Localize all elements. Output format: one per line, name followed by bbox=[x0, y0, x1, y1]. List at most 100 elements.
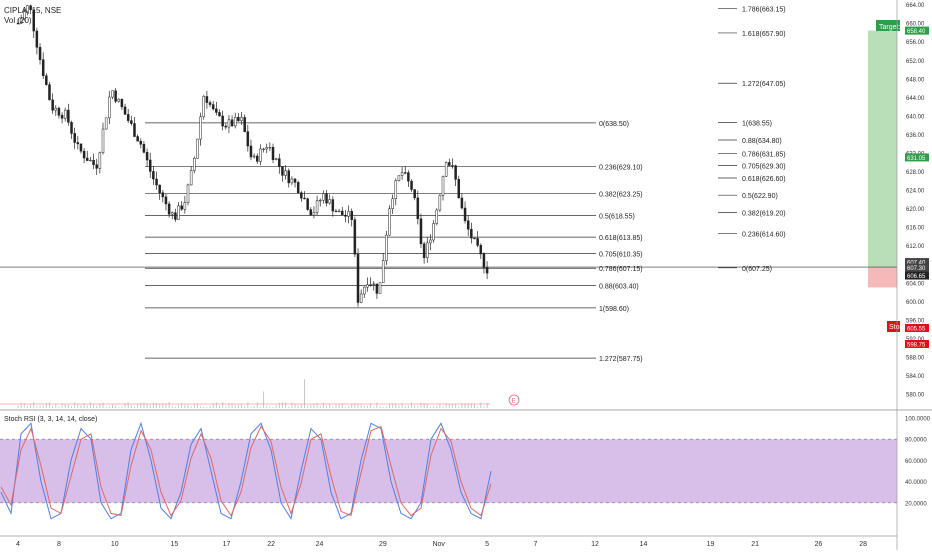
candle-body bbox=[164, 196, 168, 205]
candle-body bbox=[473, 237, 476, 240]
candle-body bbox=[457, 179, 461, 199]
stoch-rsi-title: Stoch RSI (3, 3, 14, 14, close) bbox=[4, 416, 97, 423]
candle-body bbox=[92, 159, 95, 166]
candle-body bbox=[281, 166, 284, 176]
candle-body bbox=[432, 223, 435, 241]
candle-body bbox=[460, 197, 464, 209]
candle-body bbox=[79, 143, 83, 152]
candle-body bbox=[152, 171, 155, 180]
price-tick-label: 636.00 bbox=[906, 133, 925, 139]
candle-body bbox=[315, 200, 319, 213]
time-tick-label: 21 bbox=[751, 541, 759, 548]
candle-body bbox=[142, 144, 146, 153]
candle-body bbox=[306, 198, 309, 210]
time-tick-label: 17 bbox=[223, 541, 231, 548]
price-tick-label: 628.00 bbox=[906, 170, 925, 176]
stoch-series-k bbox=[0, 421, 492, 521]
candle-body bbox=[73, 133, 76, 143]
candle-body bbox=[202, 96, 205, 118]
candle-body bbox=[410, 180, 413, 190]
candle-body bbox=[463, 207, 467, 222]
stoch-band bbox=[0, 439, 897, 503]
price-badge-label: 606.65 bbox=[907, 274, 926, 280]
target-zone bbox=[868, 30, 897, 268]
fib-extension-label: 0.236(614.60) bbox=[742, 232, 786, 239]
candle-body bbox=[196, 138, 199, 159]
price-tick-label: 652.00 bbox=[906, 59, 925, 65]
price-badge-bg bbox=[905, 263, 929, 272]
candle-body bbox=[331, 199, 335, 212]
time-tick-label: 5 bbox=[485, 541, 489, 548]
candle-body bbox=[32, 9, 35, 32]
candle-body bbox=[344, 214, 347, 217]
candle-body bbox=[145, 152, 149, 161]
candle-body bbox=[448, 162, 451, 166]
target-badge-bg bbox=[905, 26, 929, 35]
candle-body bbox=[193, 158, 196, 171]
candle-body bbox=[108, 96, 111, 119]
candle-body bbox=[48, 84, 51, 101]
candle-body bbox=[451, 165, 454, 167]
candle-body bbox=[274, 158, 278, 160]
stoch-tick-label: 80.0000 bbox=[905, 438, 927, 444]
candle-body bbox=[356, 253, 360, 303]
price-tick-label: 612.00 bbox=[906, 244, 925, 250]
candle-body bbox=[318, 199, 322, 202]
stop-badge-bg bbox=[905, 324, 929, 332]
candle-body bbox=[381, 260, 385, 283]
stoch-series-d bbox=[0, 425, 492, 517]
stop-zone bbox=[868, 267, 897, 288]
candle-body bbox=[41, 59, 45, 77]
candle-body bbox=[271, 147, 275, 160]
candle-body bbox=[171, 212, 174, 215]
candle-body bbox=[407, 172, 410, 182]
candle-body bbox=[416, 197, 420, 220]
fib-retracement-label: 1(598.60) bbox=[599, 306, 629, 313]
candle-body bbox=[366, 284, 369, 288]
candle-body bbox=[312, 212, 316, 216]
stoch-tick-label: 40.0000 bbox=[905, 480, 927, 486]
price-tick-label: 660.00 bbox=[906, 22, 925, 28]
candle-body bbox=[136, 136, 139, 142]
candle-body bbox=[167, 203, 171, 215]
fib-extension-label: 1.272(647.05) bbox=[742, 81, 786, 88]
candle-body bbox=[57, 107, 61, 116]
candle-body bbox=[252, 155, 256, 158]
candle-body bbox=[104, 117, 108, 130]
price-tick-label: 580.00 bbox=[906, 393, 925, 399]
candle-body bbox=[82, 150, 86, 159]
candle-body bbox=[114, 90, 117, 102]
candle-body bbox=[155, 178, 158, 186]
candle-body bbox=[26, 5, 29, 12]
time-tick-label: 12 bbox=[591, 541, 599, 548]
candle-body bbox=[470, 228, 473, 239]
candle-body bbox=[19, 18, 23, 24]
candle-body bbox=[296, 182, 300, 193]
fib-retracement-label: 0.236(629.10) bbox=[599, 164, 643, 171]
candle-body bbox=[221, 115, 224, 127]
candle-body bbox=[466, 220, 470, 230]
candle-body bbox=[70, 122, 73, 134]
candle-body bbox=[211, 104, 215, 110]
price-tick-label: 620.00 bbox=[906, 207, 925, 213]
candle-body bbox=[148, 159, 152, 172]
candle-body bbox=[177, 205, 180, 220]
fib-extension-label: 0.382(619.20) bbox=[742, 210, 786, 217]
candle-body bbox=[350, 211, 353, 220]
candle-body bbox=[369, 284, 372, 286]
candle-body bbox=[422, 243, 426, 258]
time-tick-label: 4 bbox=[16, 541, 20, 548]
price-tick-label: 596.00 bbox=[906, 318, 925, 324]
candle-body bbox=[183, 202, 187, 210]
candle-body bbox=[60, 115, 64, 119]
price-tick-label: 644.00 bbox=[906, 96, 925, 102]
stop-badge-bg bbox=[905, 340, 929, 348]
price-badge-bg bbox=[905, 271, 929, 280]
price-tick-label: 600.00 bbox=[906, 300, 925, 306]
candle-body bbox=[403, 172, 407, 174]
price-tick-label: 616.00 bbox=[906, 226, 925, 232]
candle-body bbox=[444, 162, 448, 177]
candle-body bbox=[98, 152, 102, 169]
